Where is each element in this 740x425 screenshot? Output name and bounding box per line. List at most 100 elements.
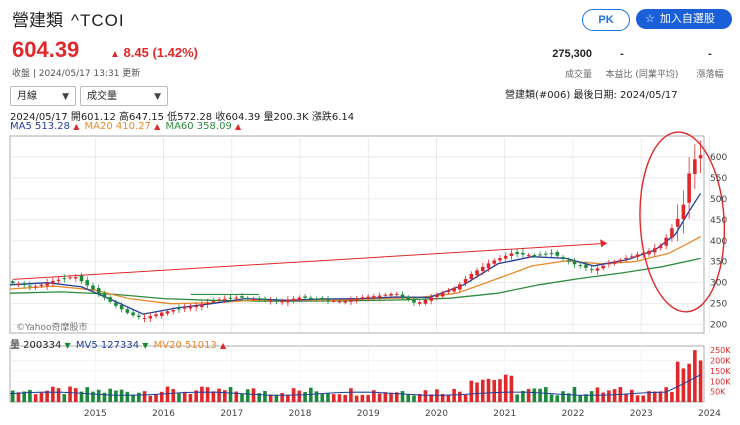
volume-bar — [509, 375, 514, 402]
volume-bar — [612, 389, 617, 402]
volume-bar — [16, 392, 21, 402]
candle-body — [108, 297, 112, 302]
volume-bar — [331, 394, 336, 402]
candle-body — [10, 281, 15, 284]
volume-bar — [601, 392, 605, 402]
candle-body — [400, 294, 405, 297]
candle-body — [142, 317, 147, 319]
volume-bar — [549, 394, 554, 402]
volume-bar — [670, 392, 674, 402]
candle-body — [417, 302, 422, 304]
volume-bar — [412, 395, 416, 402]
candle-body — [194, 305, 198, 308]
candle-body — [343, 300, 347, 303]
volume-bar — [297, 390, 302, 402]
volume-bar — [228, 387, 233, 402]
volume-bar — [492, 379, 497, 402]
volume-bar — [469, 380, 474, 402]
candle-body — [331, 300, 336, 302]
volume-bar — [446, 395, 451, 402]
volume-bar — [268, 394, 273, 402]
volume-bar — [480, 379, 485, 402]
stat-pe-value: - — [620, 48, 624, 60]
volume-bar — [257, 393, 262, 402]
volume-bar — [417, 394, 422, 402]
volume-bar — [159, 391, 164, 402]
volume-bar — [652, 391, 657, 402]
ma20-line — [9, 235, 701, 305]
candle-body — [561, 257, 565, 259]
candle-body — [274, 300, 279, 302]
candle-body — [211, 300, 216, 302]
candle-body — [647, 250, 651, 255]
y-tick-label: 350 — [710, 258, 727, 268]
x-tick-label: 2024 — [698, 409, 721, 419]
volume-bar — [687, 363, 691, 402]
candle-body — [607, 263, 611, 265]
candle-body — [349, 299, 353, 302]
x-tick-label: 2019 — [357, 409, 380, 419]
candle-body — [515, 251, 519, 254]
candle-body — [475, 270, 479, 276]
stat-volume-label: 成交量 — [564, 70, 592, 80]
volume-bar — [125, 391, 130, 402]
candle-body — [566, 260, 571, 262]
y-tick-label: 600 — [710, 153, 727, 163]
closed-time: 收盤 | 2024/05/17 13:31 更新 — [12, 69, 141, 79]
indicator-select[interactable]: 成交量 ▼ — [80, 86, 168, 106]
candle-body — [257, 298, 262, 300]
volume-bar — [251, 388, 256, 402]
candle-body — [429, 297, 433, 301]
volume-bar — [131, 394, 135, 402]
annotation-ellipse — [639, 131, 726, 313]
volume-bar — [475, 382, 479, 402]
volume-bar — [234, 391, 239, 402]
candle-body — [303, 296, 307, 298]
candle-body — [354, 298, 359, 301]
x-tick-label: 2023 — [630, 409, 653, 419]
volume-bar — [10, 390, 15, 402]
candle-body — [291, 298, 296, 301]
volume-tick-label: 250K — [710, 346, 731, 355]
volume-bar — [182, 391, 187, 402]
volume-bar — [274, 394, 279, 402]
volume-label: 量 200334 — [10, 340, 62, 351]
volume-bar — [675, 361, 680, 402]
y-tick-label: 400 — [710, 237, 727, 247]
volume-bar — [320, 393, 325, 402]
volume-bar — [194, 390, 198, 402]
chart-watermark: ©Yahoo奇摩股市 — [16, 321, 88, 333]
volume-bar — [280, 392, 284, 402]
indicator-select-value: 成交量 — [87, 91, 117, 102]
period-select[interactable]: 月線 ▼ — [10, 86, 76, 106]
volume-bar — [389, 392, 393, 402]
candle-body — [182, 307, 187, 309]
candle-body — [544, 253, 548, 255]
candle-body — [658, 245, 663, 249]
volume-bar — [303, 392, 307, 402]
candle-body — [159, 312, 164, 317]
add-watchlist-button[interactable]: ☆ 加入自選股 — [636, 9, 732, 29]
volume-bar — [452, 388, 456, 402]
candle-body — [595, 268, 600, 271]
volume-bar — [73, 388, 78, 402]
pk-button[interactable]: PK — [582, 9, 630, 31]
candle-body — [33, 286, 38, 288]
chevron-down-icon: ▼ — [154, 92, 161, 102]
price-change: ▲ 8.45 (1.42%) — [110, 45, 198, 60]
volume-bar — [595, 387, 600, 402]
candle-body — [68, 277, 72, 279]
candle-body — [440, 292, 445, 297]
up-triangle-icon: ▲ — [235, 122, 242, 131]
candle-body — [412, 299, 416, 303]
volume-bar — [503, 374, 508, 402]
current-price: 604.39 — [12, 37, 80, 62]
candle-body — [125, 309, 130, 313]
volume-bar — [658, 391, 663, 402]
candle-body — [624, 258, 628, 260]
volume-bar — [39, 392, 44, 402]
volume-bar — [205, 387, 210, 402]
volume-bar — [578, 395, 583, 402]
volume-bar — [440, 394, 445, 402]
